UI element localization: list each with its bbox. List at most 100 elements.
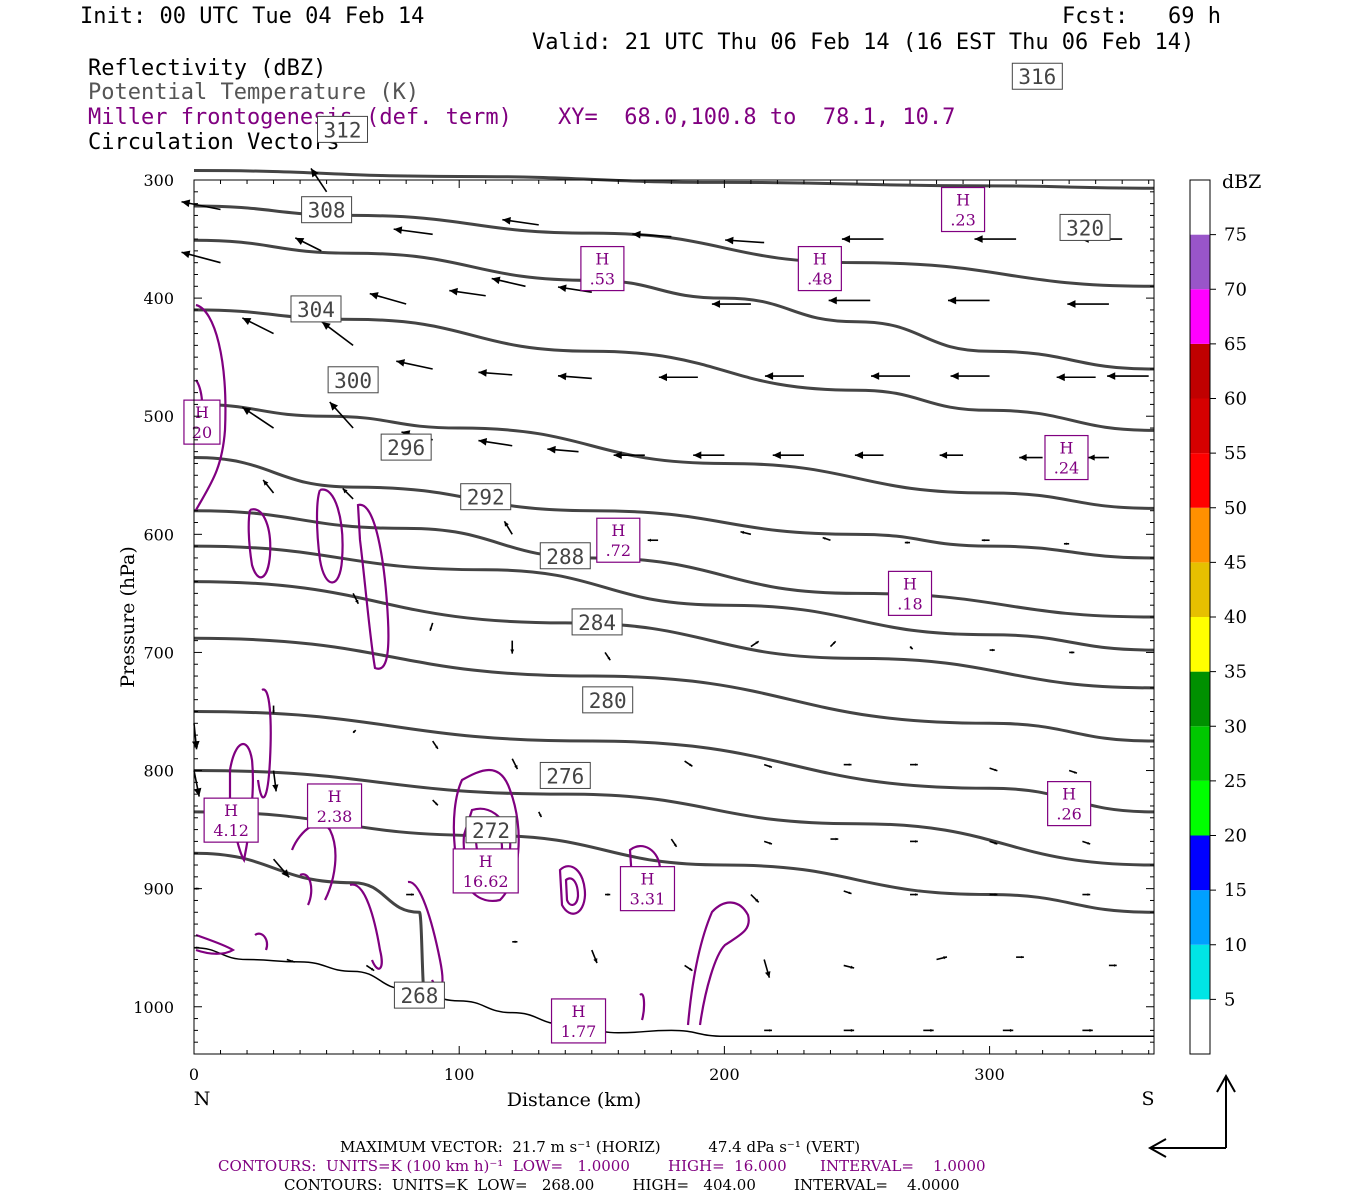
colorbar-tick-label: 65 <box>1224 334 1247 355</box>
theta-label-272: 272 <box>465 816 517 844</box>
circulation-vector <box>613 451 645 460</box>
frontogenesis-contour <box>407 880 444 990</box>
theta-label-280: 280 <box>582 686 634 714</box>
frontogenesis-max-symbol: H <box>611 521 625 540</box>
footer-theta-contours: CONTOURS: UNITS=K LOW= 268.00 HIGH= 404.… <box>284 1176 960 1194</box>
valid-time: Valid: 21 UTC Thu 06 Feb 14 (16 EST Thu … <box>532 30 1195 55</box>
theta-label-box <box>539 761 591 789</box>
vector-head <box>281 869 290 878</box>
circulation-vector <box>538 811 543 818</box>
circulation-vector <box>193 770 202 797</box>
frontogenesis-max-10: H3.31 <box>619 866 676 912</box>
theta-label-text: 284 <box>578 611 616 635</box>
frontogenesis-max-box <box>887 570 933 616</box>
circulation-vector <box>510 640 515 654</box>
frontogenesis-max-6: H.18 <box>887 570 933 616</box>
vector-head <box>772 451 781 460</box>
vector-head <box>1107 372 1116 380</box>
frontogenesis-max-box <box>596 517 641 563</box>
circulation-vector <box>763 840 773 845</box>
theta-label-288: 288 <box>539 542 591 570</box>
circulation-vector <box>272 705 275 714</box>
theta-label-296: 296 <box>380 433 432 461</box>
frontogenesis-max-box <box>940 186 986 233</box>
vector-head <box>850 965 855 969</box>
vector-head <box>514 765 518 770</box>
circulation-vector <box>763 763 773 768</box>
x-tick-label: 0 <box>189 1065 199 1084</box>
colorbar-swatch <box>1190 890 1210 945</box>
circulation-vector <box>693 451 725 460</box>
circulation-vector <box>478 437 513 447</box>
frontogenesis-max-symbol: H <box>956 191 970 210</box>
circulation-vector <box>393 226 433 236</box>
vector-head <box>769 1029 772 1032</box>
circulation-vector <box>989 767 998 772</box>
x-tick-label: 200 <box>709 1065 740 1084</box>
vector-head <box>915 893 918 896</box>
vector-head <box>272 710 275 714</box>
frontogenesis-max-symbol: H <box>479 852 493 871</box>
x-tick-label: 300 <box>974 1065 1005 1084</box>
theta-label-text: 288 <box>546 545 584 569</box>
circulation-vector <box>449 287 486 297</box>
colorbar-swatch <box>1190 999 1210 1054</box>
frontogenesis-max-value: 3.31 <box>630 890 666 909</box>
circulation-vector <box>329 401 354 429</box>
frontogenesis-contour <box>299 873 313 906</box>
frontogenesis-max-4: H.24 <box>1044 434 1089 481</box>
vector-head <box>181 199 191 208</box>
frontogenesis-max-box <box>452 848 519 894</box>
vector-head <box>491 276 501 285</box>
circulation-vector <box>502 217 539 226</box>
circulation-vector <box>909 645 914 650</box>
frontogenesis-max-value: .26 <box>1056 805 1081 824</box>
vector-head <box>950 372 959 380</box>
circulation-vector <box>591 949 598 964</box>
circulation-vector <box>511 758 519 770</box>
circulation-vector <box>1088 454 1109 461</box>
frontogenesis-contour <box>254 932 269 951</box>
colorbar-swatch <box>1190 234 1210 290</box>
colorbar-swatch <box>1190 671 1210 727</box>
vector-head <box>725 236 734 245</box>
frontogenesis-max-box <box>306 783 363 829</box>
theta-label-box <box>290 295 342 323</box>
theta-contour-268 <box>193 851 427 997</box>
theta-label-box <box>539 542 591 570</box>
frontogenesis-max-value: 20 <box>192 423 212 442</box>
vector-head <box>547 445 556 454</box>
vector-head <box>329 402 339 411</box>
colorbar-swatch <box>1190 617 1210 672</box>
circulation-vector <box>647 538 659 542</box>
circulation-vector <box>478 369 513 377</box>
theta-label-text: 304 <box>297 298 335 322</box>
vector-head <box>557 372 567 381</box>
circulation-vector <box>1002 1028 1014 1032</box>
frontogenesis-max-box <box>203 797 259 843</box>
circulation-vector <box>843 1028 855 1032</box>
frontogenesis-max-symbol: H <box>1062 785 1076 804</box>
colorbar-tick-label: 70 <box>1224 279 1247 300</box>
frontogenesis-max-2: H.48 <box>797 245 842 292</box>
colorbar-swatch <box>1190 835 1210 891</box>
circulation-vector <box>974 235 1017 243</box>
field-potential-temperature: Potential Temperature (K) <box>88 80 420 105</box>
circulation-vector <box>843 763 852 766</box>
vector-head <box>939 451 948 459</box>
colorbar-swatch <box>1190 180 1210 235</box>
theta-label-box <box>301 196 353 224</box>
circulation-vector <box>241 406 275 429</box>
theta-label-box <box>465 816 517 844</box>
vector-head <box>909 646 913 650</box>
circulation-vector <box>684 964 693 972</box>
circulation-vector <box>321 321 354 346</box>
frontogenesis-max-3: H20 <box>183 399 221 445</box>
circulation-vector <box>764 372 804 380</box>
circulation-vector <box>843 890 852 895</box>
circulation-vector <box>352 593 360 605</box>
vector-head <box>370 967 375 971</box>
circulation-vector <box>936 956 948 961</box>
vector-head <box>242 407 252 415</box>
circulation-vector <box>764 1029 772 1032</box>
